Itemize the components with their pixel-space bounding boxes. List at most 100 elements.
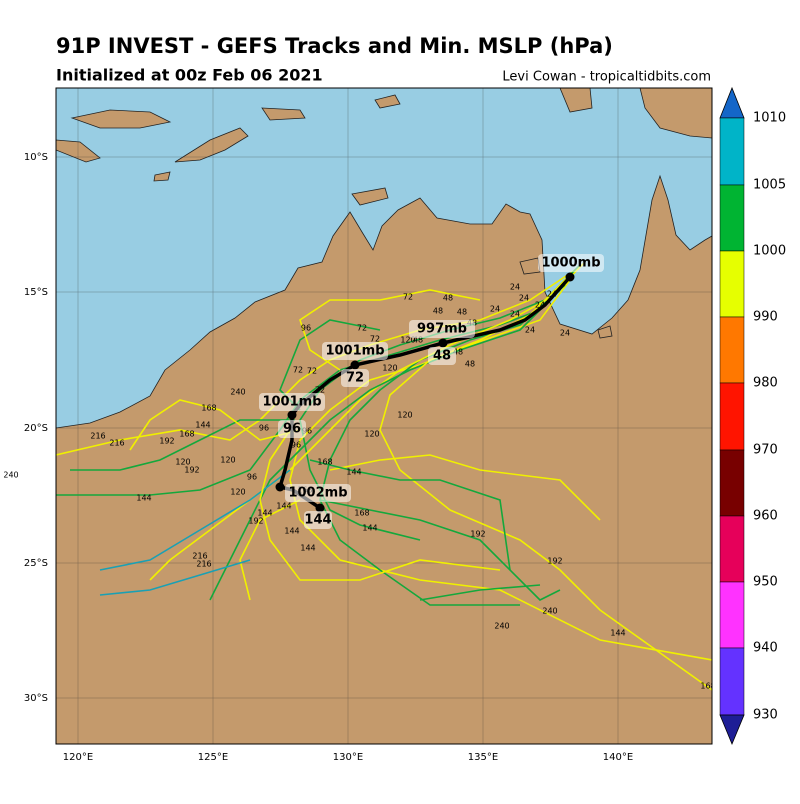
track-hour-label: 144 [195, 421, 210, 430]
ensemble-track [379, 274, 712, 691]
track-hour-label: 120 [382, 364, 397, 373]
lon-label: 135°E [468, 752, 498, 763]
track-hour-label: 144 [362, 524, 377, 533]
colorbar-segment [719, 647, 745, 716]
colorbar-tick-label: 1005 [753, 178, 786, 193]
colorbar-segment [719, 316, 745, 384]
colorbar: 1010 1005 1000 990 980 970 960 950 940 930 [719, 86, 786, 746]
mean-track-point [565, 272, 575, 282]
map-frame [55, 87, 713, 745]
track-hour-label: 144 [284, 527, 299, 536]
track-hour-label: 120 [364, 430, 379, 439]
colorbar-segment [719, 581, 745, 649]
track-hour-label: 72 [293, 366, 303, 375]
track-hour-label: 168 [700, 682, 715, 691]
ensemble-track [299, 289, 481, 371]
track-hour-label: 240 [230, 388, 245, 397]
colorbar-segment [719, 449, 745, 517]
ensemble-track [56, 276, 571, 496]
ensemble-track [149, 261, 586, 581]
lat-label: 20°S [24, 423, 48, 434]
mean-track-point [350, 360, 360, 370]
lon-label: 130°E [333, 752, 363, 763]
track-hour-label: 240 [542, 607, 557, 616]
ensemble-tracks [56, 261, 712, 691]
track-hour-label: 120 [397, 411, 412, 420]
colorbar-segment [719, 184, 745, 252]
pressure-label: 1001mb [262, 395, 321, 410]
pressure-label: 1002mb [288, 486, 347, 501]
colorbar-tick-label: 1010 [753, 111, 786, 126]
track-hour-label: 144 [276, 502, 291, 511]
ensemble-track [239, 499, 301, 601]
label-box [428, 347, 456, 365]
label-box [322, 342, 388, 360]
track-hour-label: 72 [403, 293, 413, 302]
ensemble-track [419, 584, 541, 601]
lon-label: 125°E [198, 752, 228, 763]
colorbar-tick-label: 1000 [753, 244, 786, 259]
label-box [285, 484, 351, 502]
track-hour-label: 216 [90, 432, 105, 441]
ensemble-track [309, 459, 511, 571]
track-hour-label: 24 [510, 310, 520, 319]
track-hour-label: 96 [301, 324, 311, 333]
label-box [341, 369, 369, 387]
track-hour-label: 96 [302, 427, 312, 436]
ensemble-track [259, 429, 501, 581]
ensemble-track [209, 289, 561, 601]
lat-label: 15°S [24, 287, 48, 298]
track-hour-label: 24 [490, 305, 500, 314]
mean-track-line [277, 275, 572, 510]
colorbar-tick-label: 930 [753, 708, 778, 723]
mean-track-point [438, 338, 448, 348]
ensemble-track [329, 454, 601, 521]
track-hour-label: 168 [179, 430, 194, 439]
colorbar-tick-label: 980 [753, 376, 778, 391]
label-box [278, 420, 306, 438]
subtitle: Initialized at 00z Feb 06 2021 [56, 66, 323, 85]
colorbar-tick-label: 970 [753, 443, 778, 458]
track-hour-label: 192 [470, 530, 485, 539]
track-hour-label: 120 [220, 456, 235, 465]
track-hour-labels: 2424242424242424484848484848487272727272… [90, 283, 715, 691]
pressure-label: 997mb [417, 322, 467, 337]
track-hour-label: 192 [547, 557, 562, 566]
track-hour-label: 240 [494, 622, 509, 631]
track-hour-label: 144 [610, 629, 625, 638]
colorbar-cap [719, 714, 745, 746]
track-hour-label: 144 [300, 544, 315, 553]
track-hour-label: 48 [465, 360, 475, 369]
mean-track-point [275, 482, 285, 492]
lat-label: 30°S [24, 693, 48, 704]
track-hour-label: 192 [184, 466, 199, 475]
axis-labels: 10°S 15°S 20°S 25°S 30°S 120°E 125°E 130°E 135°E… [24, 152, 633, 763]
track-hour-label: 24 [560, 329, 570, 338]
pressure-label: 1000mb [541, 256, 600, 271]
track-hour-label: 144 [257, 509, 272, 518]
colorbar-segment [719, 382, 745, 451]
track-hour-label: 48 [443, 294, 453, 303]
track-hour-label: 24 [535, 301, 545, 310]
hour-label: 96 [283, 422, 301, 437]
label-box [304, 511, 332, 529]
colorbar-tick-label: 940 [753, 641, 778, 656]
track-hour-label: 120 [400, 336, 415, 345]
track-hour-label: 96 [247, 473, 257, 482]
hour-label: 144 [304, 513, 331, 528]
ensemble-track [56, 269, 576, 456]
track-hour-label: 168 [317, 458, 332, 467]
colorbar-segment [719, 117, 745, 186]
track-hour-label: 192 [248, 517, 263, 526]
track-hour-label: 48 [413, 336, 423, 345]
track-hour-label: 24 [547, 290, 557, 299]
colorbar-cap [719, 86, 745, 119]
graticule [56, 88, 712, 744]
credit: Levi Cowan - tropicaltidbits.com [502, 70, 711, 85]
lon-label: 140°E [603, 752, 633, 763]
label-box [409, 320, 475, 338]
colorbar-segment [719, 515, 745, 583]
track-hour-label: 24 [519, 294, 529, 303]
